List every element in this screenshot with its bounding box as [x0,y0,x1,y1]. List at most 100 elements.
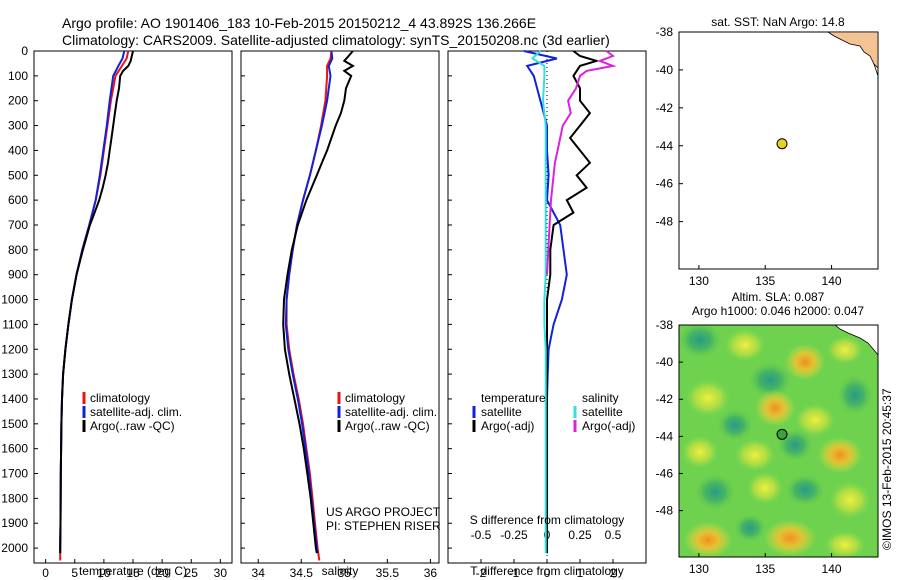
x-tick-label: -1 [509,566,520,580]
salinity-profile-plot: 34 34.5 35 35.5 36 [252,50,437,580]
s-tick-label: 0.25 [568,528,592,542]
x-tick-label: 30 [214,566,228,580]
depth-tick-label: 700 [8,218,28,232]
lat-tick-label: -44 [656,429,674,443]
sla-low [679,325,722,358]
lat-tick-label: -40 [656,355,674,369]
x-tick-label: 34 [252,566,266,580]
x-tick-label: 10 [97,566,111,580]
x-tick-label: 1 [577,566,584,580]
x-tick-label: 0 [544,566,551,580]
temperature-legend: climatology satellite-adj. clim. Argo(..… [82,391,182,433]
lat-tick-label: -46 [656,466,674,480]
x-tick-label: 35 [338,566,352,580]
lat-tick-label: -38 [656,318,674,332]
legend-label-t-satellite: satellite [481,405,522,419]
s-tick-label: -0.25 [500,528,528,542]
figure-title-line1: Argo profile: AO 1901406_183 10-Feb-2015… [62,15,536,31]
x-tick-label: 20 [155,566,169,580]
sla-high [725,329,765,361]
sla-map-title: Altim. SLA: 0.087 [732,290,825,304]
x-tick-label: 15 [126,566,140,580]
sla-low [748,362,792,398]
pi-annotation: PI: STEPHEN RISER [326,519,441,533]
figure-title-line2: Climatology: CARS2009. Satellite-adjuste… [62,32,610,48]
sla-low [717,409,753,441]
sla-high [830,482,870,518]
depth-tick-label: 200 [8,94,28,108]
argo-position-marker [776,138,788,150]
legend-label-satellite: satellite-adj. clim. [90,405,182,419]
sla-high [785,344,825,380]
sst-map-frame [678,31,879,270]
depth-tick-label: 1200 [1,342,28,356]
depth-tick-label: 300 [8,119,28,133]
depth-axis: 0 100 200 300 400 500 600 700 800 900 1000 1100 1200… [1,44,452,555]
sla-high [764,520,816,556]
depth-tick-label: 0 [21,44,28,58]
x-tick-label: 34.5 [290,566,314,580]
series-satellite-adj-clim- [59,50,126,554]
sla-map-subtitle: Argo h1000: 0.046 h2000: 0.047 [692,304,864,318]
lat-tick-label: -42 [656,101,674,115]
lon-tick-label: 135 [755,274,775,288]
sla-high [684,522,732,557]
salinity-panel [240,50,440,564]
depth-tick-label: 1300 [1,367,28,381]
legend-title-salinity: salinity [582,391,619,405]
sla-high [735,439,775,471]
sla-low [785,474,825,506]
series-argo-raw-qc- [282,50,355,554]
depth-tick-label: 500 [8,168,28,182]
s-tick-label: -0.5 [471,528,492,542]
legend-label-climatology: climatology [90,391,150,405]
depth-tick-label: 1600 [1,442,28,456]
legend-label-satellite: satellite-adj. clim. [345,405,437,419]
sst-map-title: sat. SST: NaN Argo: 14.8 [711,15,845,29]
series-s-satellite [530,50,547,554]
depth-tick-label: 100 [8,69,28,83]
legend-title-temperature: temperature [481,391,546,405]
credit-text: ©IMOS 13-Feb-2015 20:45:37 [880,388,894,550]
sla-high [682,436,718,468]
legend-label-t-argo: Argo(-adj) [481,419,534,433]
lat-tick-label: -48 [656,504,674,518]
lat-tick-label: -48 [656,215,674,229]
legend-label-s-argo: Argo(-adj) [582,419,635,433]
depth-tick-label: 1400 [1,392,28,406]
s-difference-xlabel: S difference from climatology [470,513,625,527]
x-tick-label: 0 [42,566,49,580]
legend-label-argo: Argo(..raw -QC) [345,419,430,433]
series-s-argo-adj- [546,50,617,275]
sla-field [679,325,878,557]
lat-tick-label: -46 [656,177,674,191]
sla-high [818,437,862,473]
temperature-panel [33,50,233,564]
sla-low [734,514,766,542]
lon-tick-label: 130 [689,274,709,288]
difference-salinity-legend: salinity satellite Argo(-adj) [573,391,635,433]
temperature-profile-plot: 0 5 10 15 20 25 30 [42,50,228,580]
depth-tick-label: 1800 [1,491,28,505]
project-annotation: US ARGO PROJECT [326,505,441,519]
lon-tick-label: 140 [822,562,842,576]
depth-tick-label: 2000 [1,541,28,555]
x-tick-label: 25 [185,566,199,580]
depth-tick-label: 600 [8,193,28,207]
lon-tick-label: 130 [689,562,709,576]
series-satellite-adj-clim- [284,50,334,554]
sla-map-land [834,325,878,356]
salinity-legend: climatology satellite-adj. clim. Argo(..… [337,391,437,433]
x-tick-label: 35.5 [376,566,400,580]
sla-high [795,404,835,436]
x-tick-label: 5 [71,566,78,580]
x-tick-label: -2 [476,566,487,580]
depth-tick-label: 1500 [1,417,28,431]
sst-map-coastline [873,63,879,77]
sla-high [686,380,730,416]
lon-tick-label: 140 [822,274,842,288]
series-argo-raw-qc- [59,50,134,554]
s-tick-label: 0.5 [605,528,622,542]
sla-high [747,472,783,504]
